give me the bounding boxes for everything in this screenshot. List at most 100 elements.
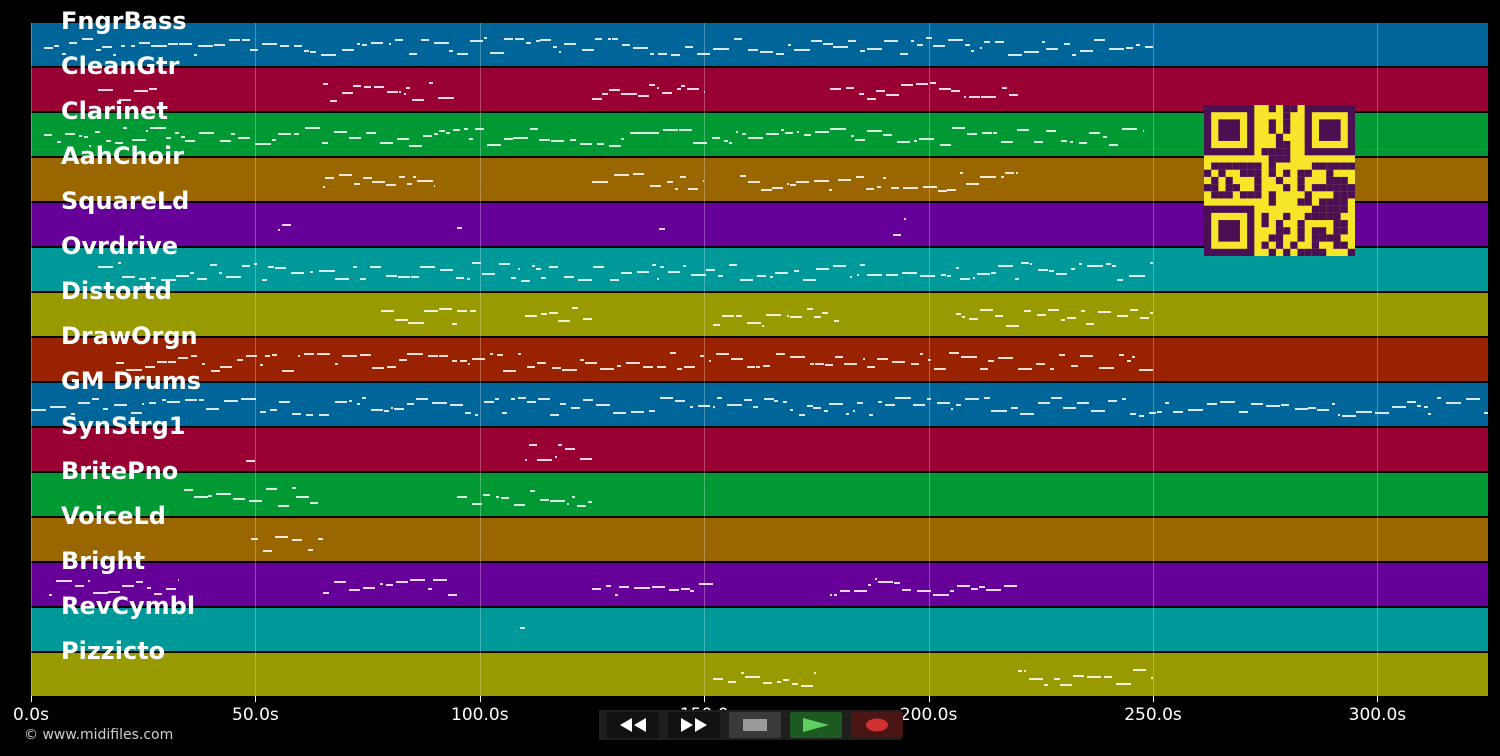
note (730, 358, 744, 361)
note (961, 315, 966, 318)
note (699, 355, 704, 358)
note (438, 308, 452, 311)
rewind-button[interactable] (607, 712, 659, 738)
note (790, 409, 793, 412)
note (112, 53, 116, 56)
note (1000, 175, 1004, 178)
note (815, 130, 830, 133)
note (255, 143, 271, 146)
note (562, 369, 578, 372)
note (1266, 404, 1280, 407)
note (1007, 54, 1022, 57)
note (576, 504, 587, 507)
note (897, 141, 910, 144)
note (636, 270, 650, 273)
fast-forward-button[interactable] (668, 712, 720, 738)
note (1081, 309, 1086, 312)
note (584, 362, 597, 365)
track-lane[interactable] (31, 563, 1488, 606)
track-lane[interactable] (31, 608, 1488, 651)
note (959, 172, 963, 175)
note (852, 409, 856, 412)
play-button[interactable] (790, 712, 842, 738)
note (456, 309, 467, 312)
note (199, 398, 204, 401)
note (1063, 43, 1070, 46)
track-lane[interactable] (31, 338, 1488, 381)
note (1098, 310, 1112, 313)
note (513, 136, 529, 139)
note (933, 594, 950, 597)
note (566, 502, 569, 505)
track-lane[interactable] (31, 518, 1488, 561)
track-name-label: BritePno (61, 457, 179, 485)
note (762, 682, 772, 685)
note (229, 39, 241, 42)
note (356, 402, 360, 405)
note (713, 48, 730, 51)
note (632, 173, 645, 176)
note (406, 402, 414, 405)
grid-line (1153, 23, 1154, 696)
note (1156, 410, 1162, 413)
note (866, 366, 876, 369)
note (660, 265, 664, 268)
note (932, 45, 945, 48)
note (190, 354, 197, 357)
note (106, 140, 112, 142)
note (517, 268, 520, 271)
note (845, 412, 849, 415)
note (237, 358, 244, 361)
note (98, 88, 109, 91)
note (952, 127, 965, 130)
track-lane[interactable] (31, 383, 1488, 426)
note (1149, 311, 1153, 314)
note (1004, 585, 1018, 588)
track-lane[interactable] (31, 23, 1488, 66)
note (291, 538, 302, 541)
note (941, 273, 946, 276)
note (130, 44, 136, 47)
note (615, 594, 618, 597)
track-name-label: GM Drums (61, 367, 202, 395)
note (684, 45, 693, 48)
note (955, 312, 961, 315)
note (341, 48, 355, 51)
note (434, 41, 449, 44)
note (688, 188, 698, 191)
note (917, 44, 923, 47)
note (854, 590, 867, 593)
note (982, 132, 993, 135)
track-lane[interactable] (31, 653, 1488, 696)
note (261, 42, 278, 45)
track-lane[interactable] (31, 428, 1488, 471)
note (936, 402, 950, 405)
copyright-text: © www.midifiles.com (24, 727, 174, 743)
stop-button[interactable] (729, 712, 781, 738)
note (782, 678, 789, 681)
track-lane[interactable] (31, 68, 1488, 111)
note (877, 358, 888, 361)
note (998, 265, 1013, 268)
note (581, 48, 594, 51)
note (181, 135, 185, 138)
note (1018, 670, 1023, 673)
note (193, 53, 198, 56)
note (525, 42, 532, 45)
track-lane[interactable] (31, 293, 1488, 336)
note (679, 175, 687, 178)
record-button[interactable] (851, 712, 903, 738)
note (551, 139, 565, 142)
note (349, 400, 352, 403)
note (970, 587, 979, 590)
note (121, 584, 134, 587)
track-lane[interactable] (31, 473, 1488, 516)
note (876, 89, 886, 92)
note (529, 128, 539, 131)
note (866, 47, 882, 50)
note (1423, 406, 1429, 409)
note (292, 412, 302, 415)
note (1445, 401, 1462, 404)
note (139, 277, 147, 280)
note (806, 308, 814, 311)
